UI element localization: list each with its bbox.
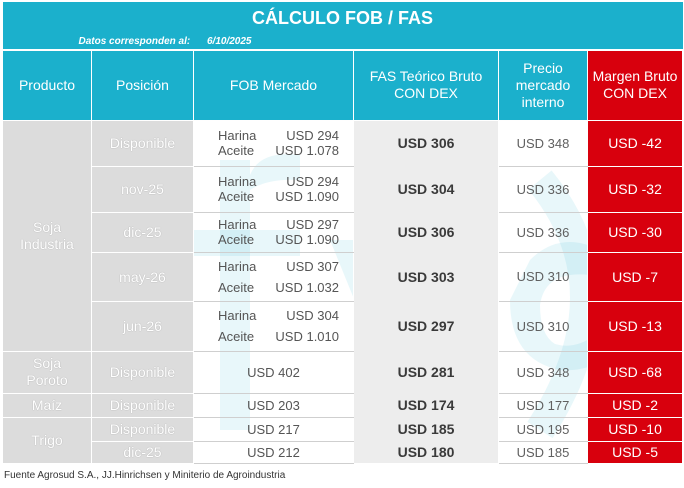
precio-cell: USD 348 <box>498 351 588 394</box>
margen-cell: USD -5 <box>586 440 684 464</box>
margen-cell: USD -13 <box>586 300 684 352</box>
position-cell: may-26 <box>91 251 194 302</box>
margen-cell: USD -42 <box>586 119 684 167</box>
margen-cell: USD -30 <box>586 211 684 253</box>
date-caption: Datos corresponden al: 6/10/2025 <box>2 34 683 51</box>
fas-cell: USD 304 <box>353 166 499 212</box>
product-trigo: Trigo <box>2 416 92 464</box>
fas-cell: USD 297 <box>353 301 499 351</box>
table-row: nov-25 Harina USD 294 Aceite USD 1.090 USD… <box>3 165 684 213</box>
product-soja-industria: Soja Industria <box>2 119 92 352</box>
table-row: Maíz Disponible USD 203 USD 174 USD 177 … <box>2 392 684 418</box>
header-precio: Precio mercado interno <box>498 49 588 121</box>
margen-cell: USD -32 <box>586 165 684 213</box>
precio-cell: USD 336 <box>498 212 588 253</box>
fas-cell: USD 281 <box>353 351 499 393</box>
date-value: 6/10/2025 <box>206 36 252 47</box>
position-cell: Disponible <box>91 392 194 418</box>
table-row: jun-26 Harina USD 304 Aceite USD 1.010 USD… <box>3 300 684 352</box>
fob-cell: Harina USD 304 Aceite USD 1.010 <box>193 301 354 352</box>
table-row: dic-25 USD 212 USD 180 USD 185 USD -5 <box>3 440 684 464</box>
fas-cell: USD 306 <box>353 120 499 166</box>
fob-cell: Harina USD 297 Aceite USD 1.090 <box>193 212 354 253</box>
table-title: CÁLCULO FOB / FAS <box>2 2 683 34</box>
precio-cell: USD 185 <box>498 441 588 464</box>
fob-cell: USD 212 <box>193 441 354 464</box>
margen-cell: USD -7 <box>586 251 684 302</box>
header-producto: Producto <box>2 49 92 121</box>
fas-cell: USD 185 <box>353 417 499 441</box>
position-cell: dic-25 <box>91 440 194 464</box>
margen-cell: USD -2 <box>586 392 684 418</box>
table-row: Soja Poroto Disponible USD 402 USD 281 US… <box>2 350 684 394</box>
product-soja-poroto: Soja Poroto <box>2 350 92 394</box>
fob-cell: Harina USD 307 Aceite USD 1.032 <box>193 252 354 302</box>
fob-cell: USD 217 <box>193 417 354 442</box>
position-cell: nov-25 <box>91 165 194 213</box>
precio-cell: USD 177 <box>498 393 588 418</box>
position-cell: dic-25 <box>91 211 194 253</box>
fob-cell: Harina USD 294 Aceite USD 1.078 <box>193 120 354 167</box>
fob-cell: Harina USD 294 Aceite USD 1.090 <box>193 166 354 213</box>
fas-cell: USD 306 <box>353 212 499 252</box>
position-cell: Disponible <box>91 119 194 167</box>
table-row: dic-25 Harina USD 297 Aceite USD 1.090 USD… <box>3 211 684 253</box>
fob-cell: USD 203 <box>193 393 354 418</box>
table-row: may-26 Harina USD 307 Aceite USD 1.032 USD… <box>3 251 684 302</box>
precio-cell: USD 348 <box>498 120 588 167</box>
precio-cell: USD 195 <box>498 417 588 442</box>
position-cell: jun-26 <box>91 300 194 352</box>
product-maiz: Maíz <box>2 392 92 418</box>
source-note: Fuente Agrosud S.A., JJ.Hinrichsen y Min… <box>4 470 286 481</box>
table-row: Trigo Disponible USD 217 USD 185 USD 195… <box>2 416 684 464</box>
fob-fas-table: CÁLCULO FOB / FAS Datos corresponden al:… <box>2 2 684 464</box>
precio-cell: USD 336 <box>498 166 588 213</box>
fob-cell: USD 402 <box>193 351 354 394</box>
fas-cell: USD 180 <box>353 441 499 463</box>
margen-cell: USD -10 <box>586 416 684 442</box>
header-margen: Margen Bruto CON DEX <box>586 49 684 121</box>
margen-cell: USD -68 <box>586 350 684 394</box>
fas-cell: USD 303 <box>353 252 499 301</box>
precio-cell: USD 310 <box>498 301 588 352</box>
header-posicion: Posición <box>91 49 194 121</box>
date-label: Datos corresponden al: <box>78 36 191 47</box>
table-row: Soja Industria Disponible Harina USD 294 A… <box>2 119 684 352</box>
position-cell: Disponible <box>91 416 194 442</box>
precio-cell: USD 310 <box>498 252 588 302</box>
header-fob: FOB Mercado <box>193 49 354 121</box>
position-cell: Disponible <box>91 350 194 394</box>
header-fas: FAS Teórico Bruto CON DEX <box>353 49 499 121</box>
fas-cell: USD 174 <box>353 393 499 417</box>
